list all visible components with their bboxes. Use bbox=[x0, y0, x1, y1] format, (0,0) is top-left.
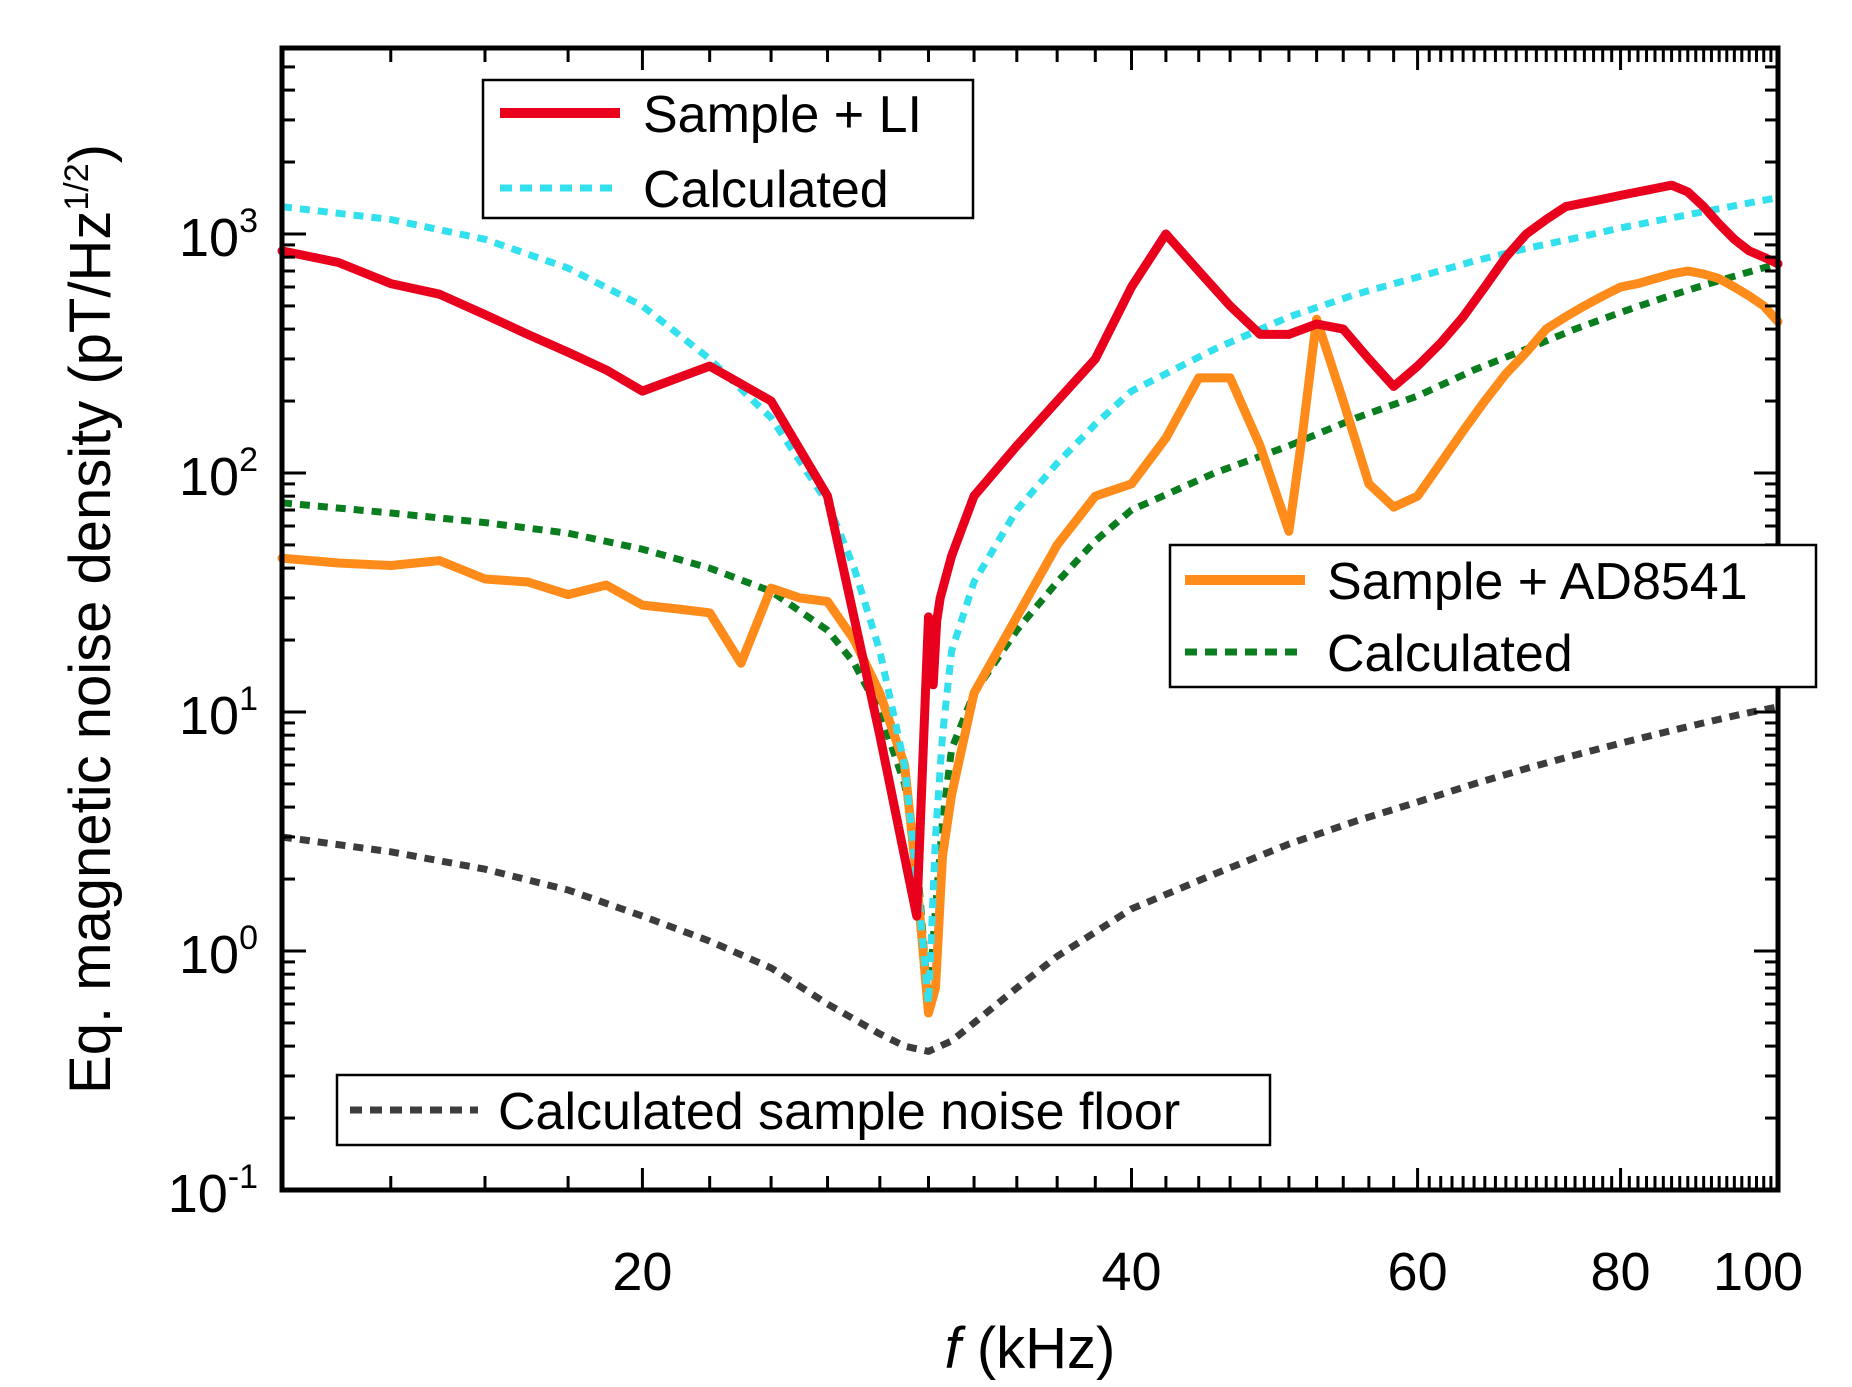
y-axis-title: Eq. magnetic noise density (pT/Hz1/2) bbox=[58, 144, 123, 1094]
y-axis-title-main: Eq. magnetic noise density (pT/Hz bbox=[58, 211, 123, 1094]
series-noise-floor bbox=[281, 703, 1779, 1055]
x-tick-label: 60 bbox=[1388, 1242, 1448, 1302]
legend-bottom: Calculated sample noise floor bbox=[335, 1073, 1272, 1147]
legend-top-box bbox=[481, 78, 975, 220]
y-tick-base: 10 bbox=[168, 1164, 228, 1224]
y-tick-label: 100 bbox=[179, 919, 258, 985]
series-sample-ad8541 bbox=[277, 266, 1783, 1018]
series-sample-li bbox=[277, 180, 1783, 921]
y-tick-exp: -1 bbox=[228, 1158, 258, 1196]
legend-middle-box bbox=[1168, 543, 1818, 689]
legend-bottom-box bbox=[335, 1073, 1272, 1147]
x-axis-title: f (kHz) bbox=[945, 1316, 1116, 1381]
y-tick-base: 10 bbox=[179, 686, 239, 746]
legend-top: Sample + LI Calculated bbox=[481, 78, 975, 220]
legend-label-sample-ad8541: Sample + AD8541 bbox=[1327, 553, 1748, 611]
y-tick-base: 10 bbox=[179, 925, 239, 985]
legend-label-calculated-cyan: Calculated bbox=[643, 161, 889, 219]
y-tick-label: 101 bbox=[179, 680, 258, 746]
x-tick-label: 100 bbox=[1713, 1242, 1803, 1302]
y-axis-title-close: ) bbox=[58, 144, 123, 163]
x-axis-title-unit: (kHz) bbox=[961, 1316, 1116, 1381]
legend-middle: Sample + AD8541 Calculated bbox=[1168, 543, 1818, 689]
y-tick-exp: 3 bbox=[239, 202, 258, 240]
y-tick-exp: 0 bbox=[239, 919, 258, 957]
x-tick-label: 40 bbox=[1101, 1242, 1161, 1302]
legend-label-noise-floor: Calculated sample noise floor bbox=[498, 1083, 1180, 1141]
legend-label-sample-li: Sample + LI bbox=[643, 86, 922, 144]
y-tick-label: 102 bbox=[179, 441, 258, 507]
y-tick-exp: 1 bbox=[239, 680, 258, 718]
x-tick-label: 20 bbox=[612, 1242, 672, 1302]
y-tick-base: 10 bbox=[179, 208, 239, 268]
y-tick-label: 10-1 bbox=[168, 1158, 258, 1224]
series-layer bbox=[277, 180, 1783, 1055]
x-tick-label: 80 bbox=[1591, 1242, 1651, 1302]
y-tick-base: 10 bbox=[179, 447, 239, 507]
legend-label-calculated-green: Calculated bbox=[1327, 625, 1573, 683]
y-tick-label: 103 bbox=[179, 202, 258, 268]
y-axis-title-sup: 1/2 bbox=[58, 163, 96, 210]
legends: Sample + LI Calculated Sample + AD8541 C… bbox=[335, 78, 1818, 1147]
y-tick-exp: 2 bbox=[239, 441, 258, 479]
